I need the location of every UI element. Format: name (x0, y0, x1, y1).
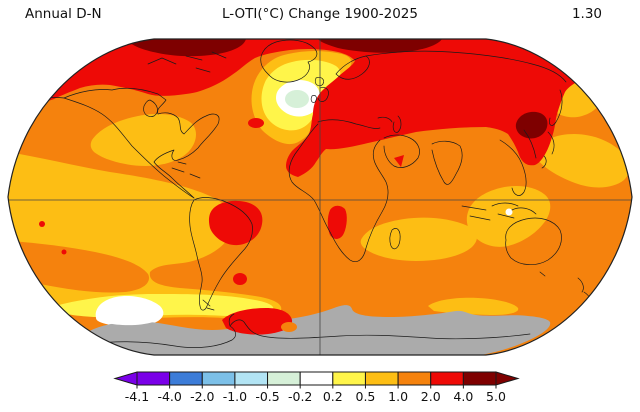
coast-british-isles (310, 87, 329, 103)
coast-madagascar (389, 228, 401, 250)
north-america-amber (90, 114, 196, 166)
period-label: Annual D-N (25, 6, 102, 22)
coast-scandinavia (335, 55, 370, 80)
coast-eurasia-arctic (365, 50, 567, 83)
coast-greenland (260, 39, 318, 83)
colorbar-segment-4 (267, 371, 301, 386)
coast-africa (288, 123, 389, 262)
colorbar-tick-label: 0.2 (323, 389, 343, 404)
canadian-arctic-dark-red (126, 39, 246, 57)
small-red-dot-2 (61, 249, 67, 255)
coast-kamchatka (549, 89, 563, 126)
colorbar-left-arrow (113, 371, 138, 386)
indian-ocean-amber (360, 217, 477, 261)
colorbar-segment-8 (397, 371, 432, 386)
map-outline-border (7, 38, 633, 356)
coast-india (431, 140, 463, 185)
equator-amber-finger (56, 199, 65, 227)
colorbar-legend: -4.1 -4.0 -2.0 -1.0 -0.5 -0.2 0.2 0.5 1.0 2.0 4.0 5… (113, 371, 520, 404)
coast-caribbean (171, 161, 201, 179)
coast-hudson-bay (143, 99, 158, 117)
nw-pacific-amber (536, 134, 630, 188)
south-atlantic-red-spot (233, 273, 247, 285)
colorbar-tick-label: 4.0 (453, 389, 473, 404)
coast-antarctica (91, 313, 531, 348)
atlantic-red-spot (248, 118, 264, 128)
coast-east-asia (499, 129, 537, 196)
south-pacific-east-amber-spot (604, 276, 624, 288)
global-mean-value: 1.30 (571, 6, 602, 22)
colorbar-tick-label: 5.0 (486, 389, 506, 404)
coast-japan (541, 131, 555, 169)
colorbar-segment-1 (169, 371, 203, 386)
colorbar-tick-label: -0.5 (255, 389, 279, 404)
colorbar-tick-label: -2.0 (190, 389, 214, 404)
colorbar-segment-7 (364, 371, 399, 386)
colorbar-segment-6 (332, 371, 366, 386)
coast-north-america-west (63, 97, 195, 199)
coast-mediterranean (317, 119, 381, 129)
colorbar-segment-10 (462, 371, 497, 386)
coast-arabia (383, 134, 420, 168)
colorbar-tick-label: 2.0 (421, 389, 441, 404)
colorbar-segment-5 (299, 371, 334, 386)
barents-dark-red (318, 39, 442, 53)
colorbar-tick-label: -1.0 (223, 389, 247, 404)
graticule (8, 39, 632, 355)
coast-black-caspian (377, 115, 402, 133)
map-title: L-OTI(°C) Change 1900-2025 (222, 6, 418, 22)
coast-arctic-islands (147, 51, 227, 73)
colorbar-tick-label: 1.0 (388, 389, 408, 404)
colorbar-segment-2 (201, 371, 236, 386)
colorbar-tick-label: -4.0 (157, 389, 181, 404)
new-guinea-white-speck (505, 208, 513, 216)
colorbar-tick-label: -0.2 (288, 389, 312, 404)
colorbar-segment-9 (430, 371, 464, 386)
arabia-red-spot (394, 155, 404, 167)
okhotsk-dark-red (515, 111, 548, 139)
dark-red-anomaly-regions (126, 39, 548, 139)
coast-australia (505, 217, 562, 277)
colorbar-right-arrow (495, 371, 520, 386)
weddell-orange-speck (281, 322, 297, 332)
southern-ocean-white-over-gray (97, 296, 163, 326)
brazil-red-blob (208, 200, 263, 246)
colorbar-tick-label: -4.1 (125, 389, 149, 404)
southern-ocean-amber-streak (428, 297, 519, 315)
warming-hole-green-center (285, 90, 309, 108)
colorbar-segment-0 (136, 371, 171, 386)
small-red-dot-1 (39, 221, 45, 227)
colorbar-tick-label: 0.5 (356, 389, 376, 404)
coast-south-america (189, 197, 253, 311)
coast-north-america (9, 88, 220, 199)
antarctic-peninsula-red (222, 308, 293, 335)
coast-indonesia (461, 202, 537, 221)
angola-red-blob (327, 205, 347, 239)
world-map (8, 39, 632, 355)
colorbar-segment-3 (234, 371, 269, 386)
